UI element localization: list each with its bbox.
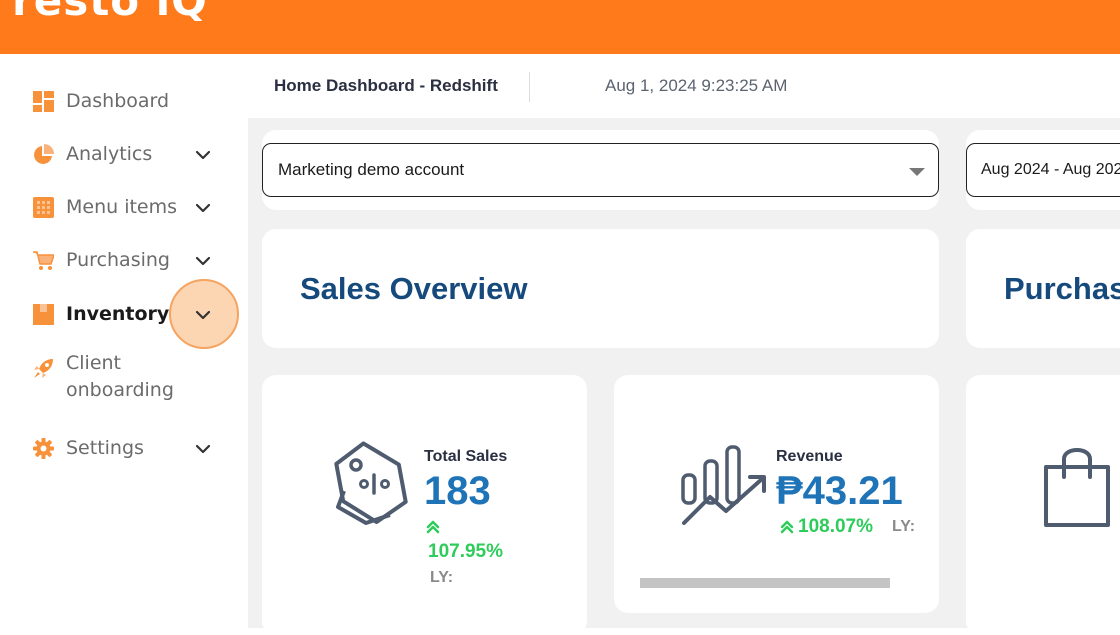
gear-icon	[33, 438, 54, 459]
sidebar-item-label: Client onboarding	[66, 350, 174, 404]
revenue-value: ₱43.21	[776, 469, 903, 513]
double-chevron-up-icon	[780, 520, 794, 534]
total-sales-ly-label: LY:	[430, 569, 454, 586]
menu-grid-icon	[33, 197, 54, 218]
account-select-value: Marketing demo account	[278, 160, 465, 179]
top-bar: resto iQ	[0, 0, 1120, 54]
price-tag-icon	[334, 441, 408, 525]
sidebar-item-label-line1: Client	[66, 352, 122, 374]
sidebar-item-label: Settings	[66, 437, 144, 459]
date-range-value: Aug 2024 - Aug 2024	[981, 161, 1120, 178]
chevron-down-icon[interactable]	[194, 306, 212, 324]
sidebar-item-label: Analytics	[66, 143, 153, 165]
main-content: Home Dashboard - Redshift Aug 1, 2024 9:…	[248, 54, 1120, 635]
sidebar-item-dashboard[interactable]: Dashboard	[0, 81, 248, 121]
sidebar-item-settings[interactable]: Settings	[0, 428, 248, 468]
total-sales-label: Total Sales	[424, 448, 508, 465]
page-header: Home Dashboard - Redshift Aug 1, 2024 9:…	[248, 54, 1120, 118]
dashboard-grid-icon	[33, 91, 54, 112]
growth-chart-icon	[681, 445, 766, 525]
double-chevron-up-icon	[426, 520, 440, 534]
purchases-metric-card	[966, 375, 1120, 635]
chevron-down-icon[interactable]	[194, 252, 212, 270]
sales-overview-card: Sales Overview	[262, 229, 939, 348]
sidebar-item-menu-items[interactable]: Menu items	[0, 187, 248, 227]
sidebar-item-inventory[interactable]: Inventory	[0, 294, 248, 334]
revenue-card: Revenue ₱43.21 108.07% LY:	[614, 375, 939, 613]
rocket-icon	[34, 359, 53, 378]
sidebar-item-label-line2: onboarding	[66, 379, 174, 401]
header-divider	[529, 72, 530, 102]
sidebar-item-analytics[interactable]: Analytics	[0, 134, 248, 174]
shopping-bag-icon	[1044, 448, 1110, 527]
revenue-ly-label: LY:	[892, 518, 914, 535]
chevron-down-icon[interactable]	[194, 199, 212, 217]
revenue-change: 108.07%	[798, 516, 874, 537]
shopping-cart-icon	[33, 251, 54, 270]
sidebar-item-label: Dashboard	[66, 90, 170, 112]
total-sales-change: 107.95%	[428, 541, 504, 562]
sales-overview-title: Sales Overview	[300, 271, 528, 306]
header-timestamp: Aug 1, 2024 9:23:25 AM	[605, 76, 788, 95]
sidebar-item-purchasing[interactable]: Purchasing	[0, 240, 248, 280]
purchases-card: Purchases	[966, 229, 1120, 348]
page-title: Home Dashboard - Redshift	[274, 76, 498, 95]
brand-logo[interactable]: resto iQ	[12, 0, 208, 25]
total-sales-value: 183	[424, 469, 491, 513]
sidebar-item-label: Menu items	[66, 196, 178, 218]
sidebar-item-label: Purchasing	[66, 249, 170, 271]
account-select[interactable]: Marketing demo account	[262, 143, 939, 197]
chevron-hover-highlight	[169, 279, 239, 349]
dropdown-arrow-icon[interactable]	[909, 168, 925, 176]
date-range-select[interactable]: Aug 2024 - Aug 2024	[966, 143, 1120, 197]
sidebar: Dashboard Analytics Menu items	[0, 54, 248, 628]
total-sales-card: Total Sales 183 107.95% LY:	[262, 375, 587, 635]
sidebar-item-label: Inventory	[66, 303, 170, 325]
purchases-title: Purchases	[1004, 271, 1120, 306]
chevron-down-icon[interactable]	[194, 440, 212, 458]
sidebar-item-client-onboarding[interactable]: Client onboarding	[0, 348, 248, 408]
chevron-down-icon[interactable]	[194, 146, 212, 164]
box-icon	[33, 304, 54, 325]
pie-chart-icon	[34, 144, 54, 164]
horizontal-scrollbar[interactable]	[640, 578, 890, 588]
revenue-label: Revenue	[776, 448, 843, 465]
